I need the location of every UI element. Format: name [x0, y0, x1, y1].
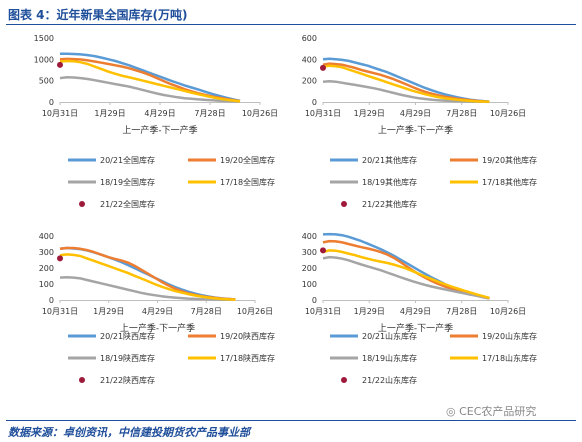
- series-line: [59, 76, 241, 103]
- legend-label: 17/18山东库存: [482, 353, 537, 363]
- y-tick-label: 300: [39, 248, 54, 257]
- x-tick-label: 4月29日: [142, 307, 173, 316]
- y-tick-label: 1000: [34, 55, 54, 64]
- x-tick-label: 10月31日: [305, 307, 341, 316]
- series-point: [57, 255, 63, 262]
- y-tick-label: 200: [39, 264, 54, 273]
- x-tick-label: 10月26日: [490, 307, 526, 316]
- x-tick-label: 7月28日: [446, 307, 477, 316]
- legend-label: 17/18陕西库存: [220, 353, 275, 363]
- legend-marker: [341, 377, 347, 383]
- series-line: [322, 249, 490, 300]
- legend-label: 21/22陕西库存: [100, 375, 155, 385]
- legend-label: 19/20山东库存: [482, 331, 537, 341]
- y-tick-label: 300: [302, 248, 317, 257]
- legend-label: 21/22其他库存: [362, 199, 417, 209]
- x-tick-label: 4月29日: [400, 109, 431, 118]
- legend-label: 20/21陕西库存: [100, 331, 155, 341]
- x-tick-label: 10月26日: [490, 109, 526, 118]
- x-tick-label: 10月31日: [305, 109, 341, 118]
- x-tick-label: 7月28日: [446, 109, 477, 118]
- series-line: [59, 59, 241, 103]
- y-tick-label: 100: [302, 280, 317, 289]
- legend-marker: [79, 201, 85, 207]
- legend-label: 17/18其他库存: [482, 177, 537, 187]
- legend-label: 21/22全国库存: [100, 199, 155, 209]
- legend-label: 19/20全国库存: [220, 155, 275, 165]
- x-tick-label: 1月29日: [93, 307, 124, 316]
- x-tick-label: 1月29日: [94, 109, 125, 118]
- legend-label: 18/19山东库存: [362, 353, 417, 363]
- x-tick-label: 7月28日: [191, 307, 222, 316]
- legend-label: 18/19陕西库存: [100, 353, 155, 363]
- series-line: [59, 276, 236, 302]
- series-line: [59, 246, 236, 301]
- chart-panel-4: 0 100 200 300 400 10月31日 1月29日 4月29日 7月28日 10月26日…: [302, 232, 537, 385]
- series-line: [60, 52, 241, 103]
- y-tick-label: 100: [39, 280, 54, 289]
- footer-rule: [6, 420, 576, 421]
- y-tick-label: 200: [302, 77, 317, 86]
- series-point: [57, 61, 63, 68]
- chart-panel-3: 0 100 200 300 400 10月31日 1月29日 4月29日 7月28日 10月26日…: [39, 232, 275, 385]
- title-rule: [6, 24, 576, 25]
- legend-label: 19/20其他库存: [482, 155, 537, 165]
- x-tick-label: 4月29日: [144, 109, 175, 118]
- x-tick-label: 10月31日: [42, 307, 78, 316]
- y-tick-label: 500: [39, 77, 54, 86]
- x-tick-label: 1月29日: [354, 307, 385, 316]
- x-axis-label: 上一产季-下一产季: [120, 322, 195, 334]
- series-line: [322, 64, 490, 104]
- y-tick-label: 400: [39, 232, 54, 241]
- x-tick-label: 10月26日: [237, 307, 273, 316]
- y-tick-label: 400: [302, 232, 317, 241]
- legend-marker: [79, 377, 85, 383]
- x-tick-label: 4月29日: [400, 307, 431, 316]
- x-axis-label: 上一产季-下一产季: [122, 124, 197, 136]
- series-point: [320, 64, 326, 71]
- y-tick-label: 0: [49, 98, 54, 107]
- x-tick-label: 1月29日: [354, 109, 385, 118]
- watermark-text: CEC农产品研究: [459, 405, 537, 418]
- x-axis-label: 上一产季-下一产季: [378, 124, 453, 136]
- x-axis-label: 上一产季-下一产季: [378, 322, 453, 334]
- y-tick-label: 400: [302, 55, 317, 64]
- series-point: [320, 247, 326, 254]
- figure-title: 图表 4：近年新果全国库存(万吨): [8, 8, 188, 22]
- legend-label: 20/21山东库存: [362, 331, 417, 341]
- legend-label: 20/21其他库存: [362, 155, 417, 165]
- series-line: [59, 253, 236, 301]
- x-tick-label: 10月31日: [42, 109, 78, 118]
- legend-label: 18/19全国库存: [100, 177, 155, 187]
- y-tick-label: 200: [302, 264, 317, 273]
- series-line: [322, 255, 490, 300]
- wechat-icon: ◎: [446, 405, 456, 418]
- legend-marker: [341, 201, 347, 207]
- legend-label: 21/22山东库存: [362, 375, 417, 385]
- y-tick-label: 0: [312, 296, 317, 305]
- y-tick-label: 1500: [34, 34, 54, 43]
- legend-label: 17/18全国库存: [220, 177, 275, 187]
- legend-label: 19/20陕西库存: [220, 331, 275, 341]
- legend-label: 18/19其他库存: [362, 177, 417, 187]
- x-tick-label: 7月28日: [194, 109, 225, 118]
- chart-panel-1: 0 500 1000 1500 10月31日 1月29日 4月29日 7月28日 10月26日上…: [34, 34, 279, 209]
- watermark: ◎ CEC农产品研究: [446, 403, 536, 419]
- y-tick-label: 600: [302, 34, 317, 43]
- y-tick-label: 0: [312, 98, 317, 107]
- y-tick-label: 0: [49, 296, 54, 305]
- legend-label: 20/21全国库存: [100, 155, 155, 165]
- source-note: 数据来源：卓创资讯，中信建投期货农产品事业部: [8, 426, 250, 439]
- chart-panel-2: 0 200 400 600 10月31日 1月29日 4月29日 7月28日 10月26日上一产…: [302, 34, 537, 209]
- x-tick-label: 10月26日: [242, 109, 278, 118]
